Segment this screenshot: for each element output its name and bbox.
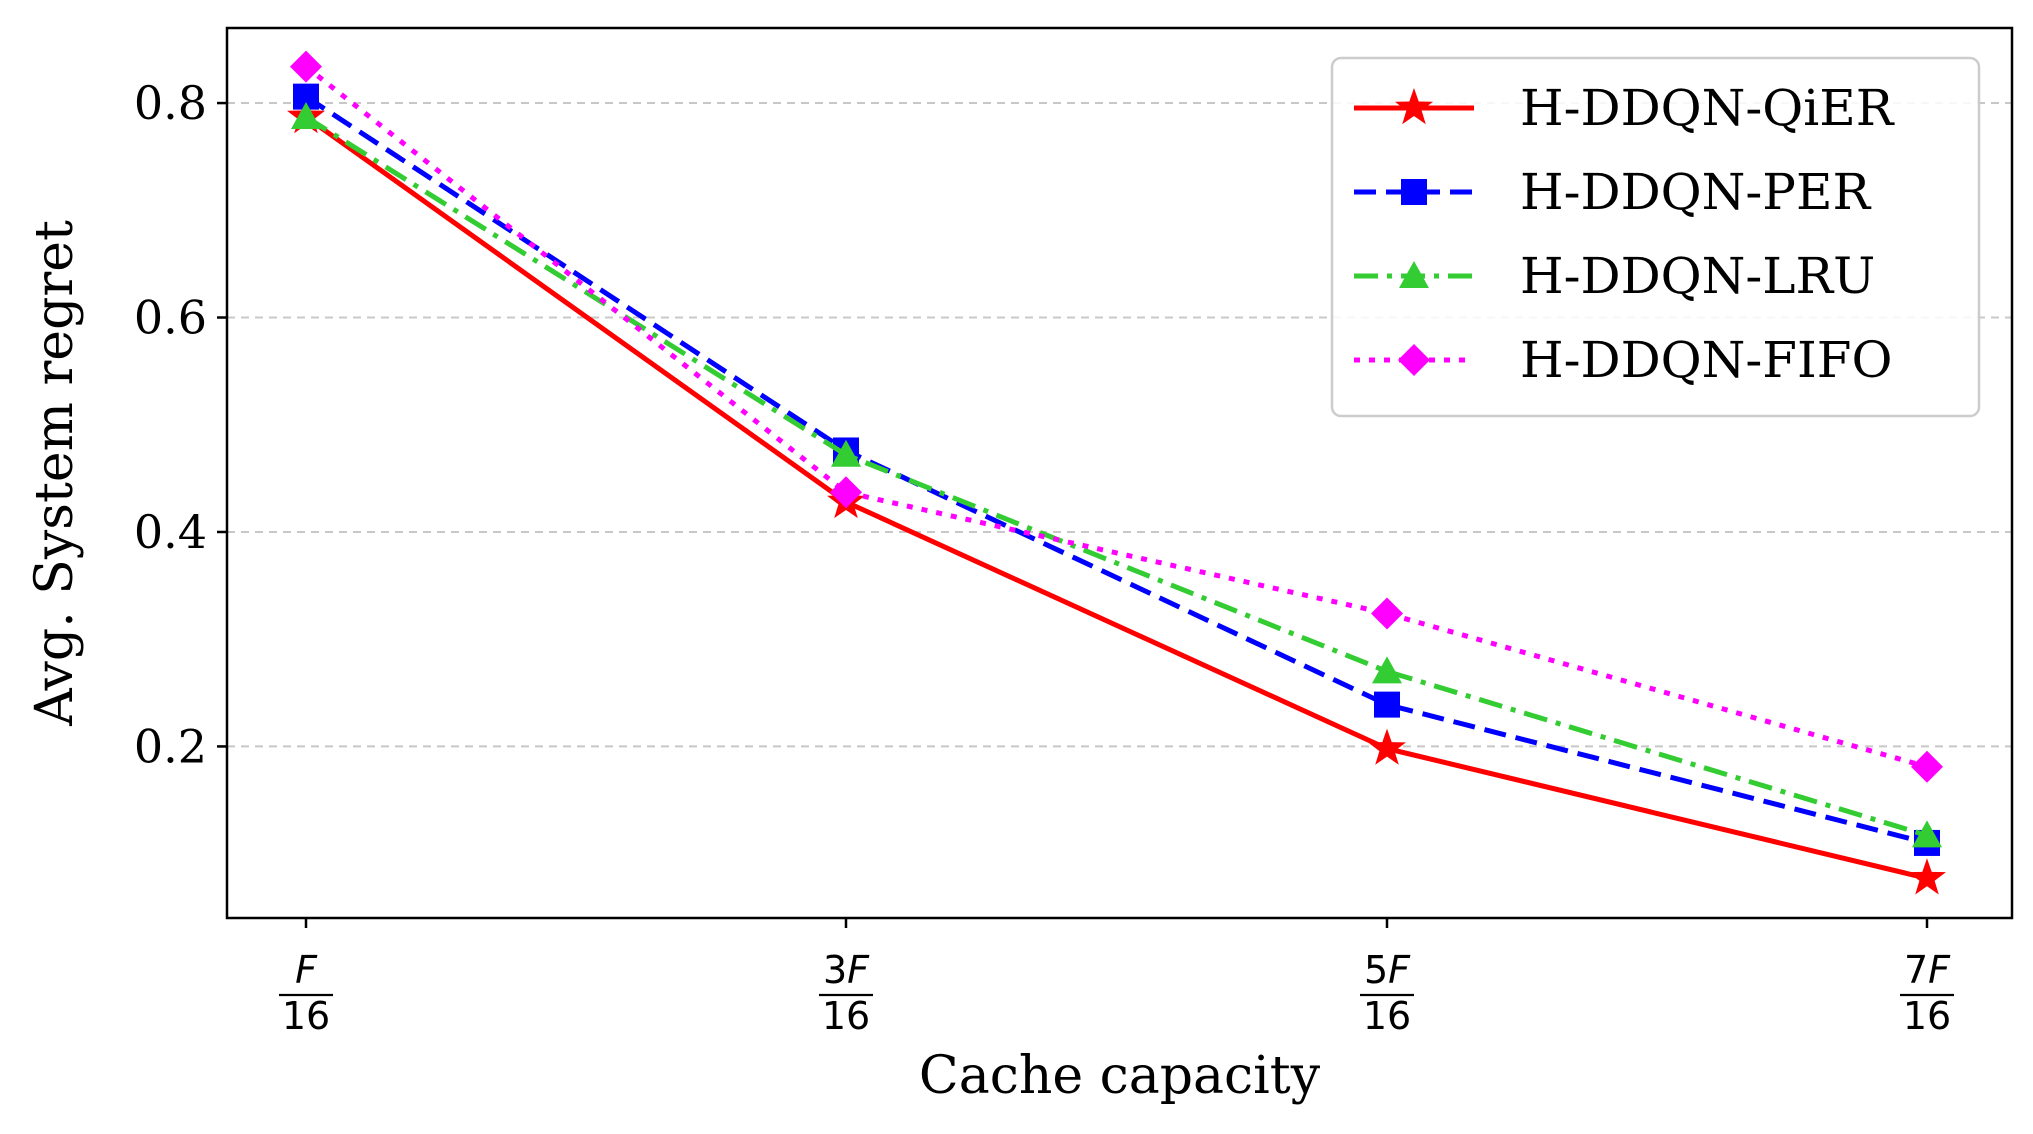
data-point-diamond-marker [1371, 597, 1403, 630]
x-tick-numerator: 7F [1904, 948, 1951, 992]
series-line [304, 114, 1928, 881]
y-tick-label: 0.8 [134, 76, 207, 130]
data-point-star-marker [1395, 88, 1433, 125]
x-tick-numerator: F [295, 948, 318, 992]
series-h-ddqn-lru [291, 102, 1942, 848]
series-h-ddqn-fifo [290, 50, 1943, 783]
series-line [304, 64, 1928, 770]
series-layer [287, 50, 1946, 895]
data-point-square-marker [1374, 691, 1400, 718]
series-line [304, 94, 1928, 846]
x-tick-numerator: 5F [1364, 948, 1411, 992]
data-point-triangle-marker [1912, 820, 1942, 848]
plot-area-frame [225, 26, 2014, 920]
legend-item-h-ddqn-qier: H-DDQN-QiER [1354, 79, 1895, 137]
data-point-triangle-marker [291, 102, 321, 129]
x-tick-denominator: 16 [282, 994, 330, 1038]
y-tick-label: 0.4 [134, 505, 207, 559]
numerator-variable: F [1928, 948, 1951, 992]
legend-item-h-ddqn-fifo: H-DDQN-FIFO [1354, 331, 1892, 389]
x-tick-denominator: 16 [1903, 994, 1951, 1038]
y-axis-title: Avg. System regret [25, 220, 85, 727]
legend: H-DDQN-QiER H-DDQN-PER H-DDQN-LRU H-DDQN-FI… [1330, 56, 1981, 418]
data-point-star-marker [1908, 858, 1946, 895]
data-point-triangle-marker [1372, 656, 1402, 684]
data-point-diamond-marker [290, 50, 322, 83]
data-point-star-marker [1368, 728, 1406, 765]
numerator-variable: F [295, 948, 318, 992]
x-tick-denominator: 16 [822, 994, 870, 1038]
data-point-triangle-marker [831, 439, 861, 467]
data-point-diamond-marker [1911, 750, 1943, 783]
numerator-variable: F [847, 948, 870, 992]
legend-box [1330, 56, 1981, 418]
data-point-diamond-marker [1398, 344, 1430, 376]
numerator-coefficient: 5 [1364, 948, 1388, 992]
y-axis: 0.2 0.4 0.6 0.8 [134, 76, 227, 773]
series-line [304, 114, 1928, 838]
legend-label: H-DDQN-QiER [1520, 79, 1895, 137]
legend-label: H-DDQN-FIFO [1520, 331, 1892, 389]
x-tick-denominator: 16 [1363, 994, 1411, 1038]
numerator-coefficient: 3 [823, 948, 847, 992]
data-point-triangle-marker [1399, 261, 1429, 288]
data-point-diamond-marker [830, 476, 862, 509]
x-axis-title: Cache capacity [919, 1046, 1321, 1106]
numerator-coefficient: 7 [1904, 948, 1928, 992]
legend-item-h-ddqn-lru: H-DDQN-LRU [1354, 247, 1875, 305]
y-tick-label: 0.6 [134, 291, 207, 345]
x-tick-label: F16 [279, 948, 333, 1038]
x-tick-numerator: 3F [823, 948, 870, 992]
y-tick-label: 0.2 [134, 719, 207, 773]
legend-item-h-ddqn-per: H-DDQN-PER [1354, 163, 1871, 221]
data-point-square-marker [1401, 179, 1427, 205]
legend-label: H-DDQN-PER [1520, 163, 1871, 221]
numerator-variable: F [1388, 948, 1411, 992]
legend-label: H-DDQN-LRU [1520, 247, 1875, 305]
